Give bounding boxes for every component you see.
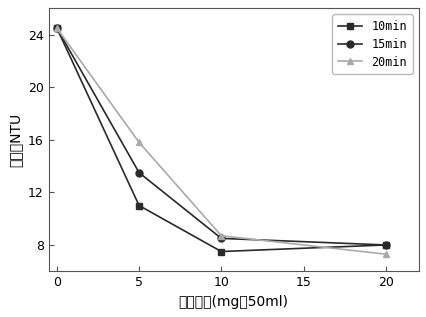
Line: 10min: 10min: [53, 25, 389, 255]
Legend: 10min, 15min, 20min: 10min, 15min, 20min: [331, 14, 412, 74]
10min: [54, 26, 59, 30]
10min: [218, 249, 223, 253]
Y-axis label: 浊度／NTU: 浊度／NTU: [9, 113, 22, 167]
15min: [136, 171, 141, 175]
Line: 20min: 20min: [53, 25, 389, 258]
10min: [382, 243, 387, 247]
15min: [382, 243, 387, 247]
15min: [54, 26, 59, 30]
20min: [382, 252, 387, 256]
20min: [54, 26, 59, 30]
20min: [136, 140, 141, 144]
10min: [136, 204, 141, 207]
20min: [218, 234, 223, 238]
X-axis label: 添加量／(mg／50ml): 添加量／(mg／50ml): [178, 295, 288, 309]
Line: 15min: 15min: [53, 25, 389, 249]
15min: [218, 236, 223, 240]
